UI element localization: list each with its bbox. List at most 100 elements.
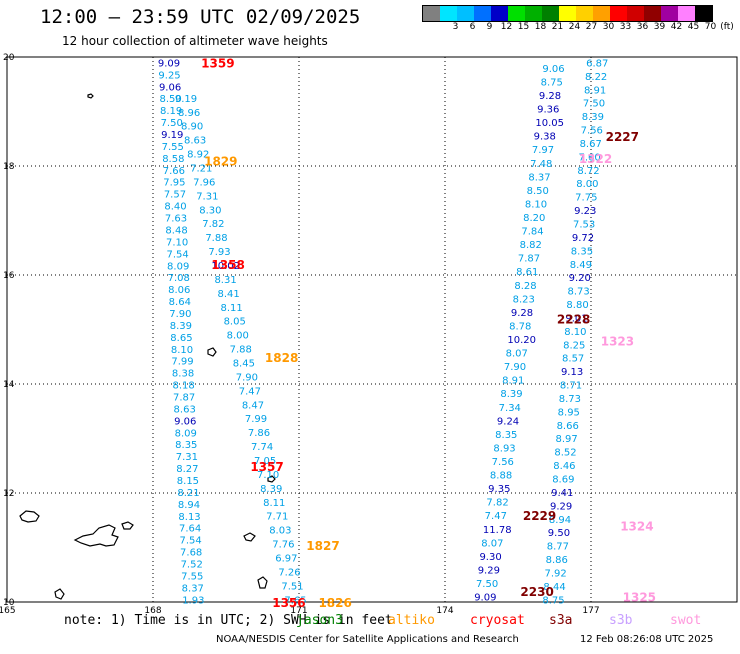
wave-height-value: 7.97 [532, 145, 554, 156]
island-outline [257, 576, 268, 589]
wave-height-value: 8.90 [181, 122, 203, 133]
island-outline [87, 93, 94, 99]
wave-height-value: 8.11 [263, 498, 285, 509]
legend-tick-label: 18 [534, 22, 547, 32]
wave-height-value: 9.35 [488, 484, 510, 495]
wave-height-value: 8.95 [558, 407, 580, 418]
wave-height-value: 7.47 [485, 511, 507, 522]
satellite-cryosat: cryosat [470, 613, 525, 628]
wave-height-value: 7.66 [163, 166, 185, 177]
wave-height-value: 8.63 [174, 404, 196, 415]
legend-swatch [627, 6, 644, 21]
satellite-s3a: s3a [549, 613, 573, 628]
wave-height-value: 8.39 [500, 389, 522, 400]
wave-height-value: 11.78 [483, 525, 512, 536]
wave-height-value: 7.31 [196, 191, 218, 202]
page-subtitle: 12 hour collection of altimeter wave hei… [62, 34, 328, 48]
wave-height-value: 9.06 [159, 82, 181, 93]
legend-unit: (ft) [720, 22, 734, 32]
wave-height-value: 9.19 [161, 130, 183, 141]
latitude-tick-label: 16 [3, 271, 15, 281]
wave-height-value: 7.90 [169, 309, 191, 320]
wave-height-value: 8.63 [184, 136, 206, 147]
footer-note: note: 1) Time is in UTC; 2) SWH is in fe… [64, 613, 393, 628]
legend-tick-label: 42 [670, 22, 683, 32]
wave-height-value: 7.54 [179, 536, 201, 547]
wave-height-value: 9.09 [158, 58, 180, 69]
wave-height-value: 8.39 [170, 321, 192, 332]
wave-height-value: 7.50 [583, 99, 605, 110]
wave-height-value: 9.25 [158, 70, 180, 81]
island-outline [243, 532, 256, 542]
wave-height-value: 8.41 [217, 289, 239, 300]
wave-height-value: 8.03 [269, 526, 291, 537]
legend-swatch [661, 6, 678, 21]
legend-swatch [542, 6, 559, 21]
wave-height-value: 8.27 [176, 464, 198, 475]
wave-height-value: 8.00 [227, 331, 249, 342]
legend-swatch [559, 6, 576, 21]
pass-time-label: 1323 [601, 334, 634, 348]
wave-height-value: 8.52 [554, 448, 576, 459]
wave-height-value: 7.10 [166, 237, 188, 248]
wave-height-value: 1.93 [182, 595, 204, 606]
wave-height-value: 8.49 [570, 260, 592, 271]
wave-height-value: 8.61 [516, 267, 538, 278]
wave-height-value: 8.39 [260, 484, 282, 495]
wave-height-value: 7.88 [230, 345, 252, 356]
wave-height-value: 8.37 [182, 583, 204, 594]
wave-height-value: 7.48 [530, 159, 552, 170]
wave-height-value: 7.57 [164, 190, 186, 201]
legend-swatch [491, 6, 508, 21]
wave-height-value: 8.13 [178, 512, 200, 523]
legend-tick-label: 24 [568, 22, 581, 32]
pass-time-label: 1357 [250, 460, 283, 474]
wave-height-value: 8.40 [164, 202, 186, 213]
wave-height-value: 7.53 [573, 219, 595, 230]
legend-tick-label: 21 [551, 22, 564, 32]
wave-height-value: 9.28 [511, 308, 533, 319]
wave-height-value: 8.35 [175, 440, 197, 451]
wave-height-value: 8.88 [490, 471, 512, 482]
wave-height-value: 9.29 [478, 565, 500, 576]
wave-height-value: 7.90 [504, 362, 526, 373]
wave-height-value: 9.24 [497, 416, 519, 427]
wave-height-value: 8.67 [580, 139, 602, 150]
wave-height-value: 7.87 [173, 392, 195, 403]
wave-height-value: 8.94 [549, 515, 571, 526]
wave-height-value: 7.71 [266, 512, 288, 523]
wave-height-value: 8.06 [168, 285, 190, 296]
wave-height-value: 8.00 [576, 179, 598, 190]
wave-height-value: 8.58 [162, 154, 184, 165]
legend-swatch [576, 6, 593, 21]
wave-height-value: 9.06 [542, 64, 564, 75]
wave-height-value: 7.47 [239, 386, 261, 397]
wave-height-value: 7.56 [581, 126, 603, 137]
wave-height-value: 8.73 [559, 394, 581, 405]
pass-time-label: 1325 [623, 591, 656, 605]
legend-swatch [695, 6, 712, 21]
wave-height-value: 9.09 [474, 593, 496, 604]
wave-height-value: 8.19 [160, 106, 182, 117]
wave-height-value: 8.45 [233, 359, 255, 370]
wave-height-value: 7.88 [205, 233, 227, 244]
wave-height-value: 8.07 [506, 349, 528, 360]
wave-height-value: 8.28 [514, 281, 536, 292]
wave-height-value: 8.05 [224, 317, 246, 328]
wave-height-value: 8.73 [568, 287, 590, 298]
pass-time-label: 2227 [606, 130, 639, 144]
legend-swatch [525, 6, 542, 21]
wave-height-value: 7.86 [248, 428, 270, 439]
pass-time-label: 1322 [579, 152, 612, 166]
wave-height-value: 7.34 [499, 403, 521, 414]
pass-time-label: 1829 [204, 155, 237, 169]
wave-height-value: 9.19 [175, 94, 197, 105]
wave-height-value: 8.37 [528, 172, 550, 183]
wave-height-value: 7.75 [575, 193, 597, 204]
pass-time-label: 1359 [201, 56, 234, 70]
pass-time-label: 1324 [620, 520, 653, 534]
wave-height-value: 7.87 [518, 254, 540, 265]
legend-tick-label: 9 [486, 22, 493, 32]
wave-height-value: 7.96 [193, 177, 215, 188]
legend-swatch [610, 6, 627, 21]
